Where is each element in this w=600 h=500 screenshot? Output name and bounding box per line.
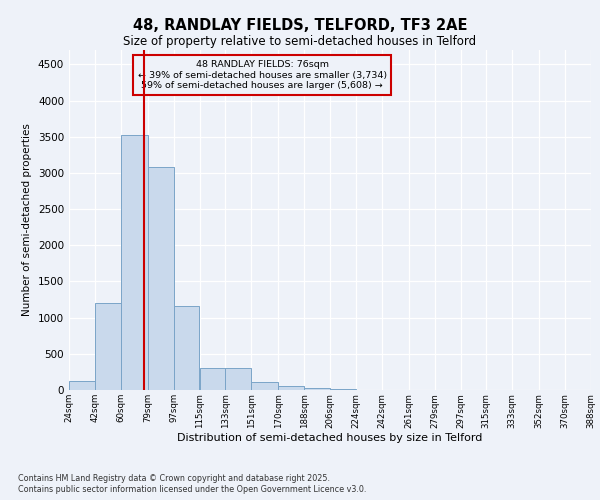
Bar <box>304 388 330 390</box>
Bar <box>199 368 226 390</box>
Bar <box>95 303 121 390</box>
Bar <box>173 306 199 390</box>
Bar <box>278 386 304 390</box>
Text: 48, RANDLAY FIELDS, TELFORD, TF3 2AE: 48, RANDLAY FIELDS, TELFORD, TF3 2AE <box>133 18 467 32</box>
Bar <box>226 368 251 390</box>
Bar <box>121 134 148 390</box>
Text: Contains HM Land Registry data © Crown copyright and database right 2025.
Contai: Contains HM Land Registry data © Crown c… <box>18 474 367 494</box>
X-axis label: Distribution of semi-detached houses by size in Telford: Distribution of semi-detached houses by … <box>178 433 482 443</box>
Y-axis label: Number of semi-detached properties: Number of semi-detached properties <box>22 124 32 316</box>
Bar <box>148 167 173 390</box>
Bar <box>251 382 278 390</box>
Text: Size of property relative to semi-detached houses in Telford: Size of property relative to semi-detach… <box>124 35 476 48</box>
Bar <box>330 389 356 390</box>
Bar <box>69 382 95 390</box>
Text: 48 RANDLAY FIELDS: 76sqm
← 39% of semi-detached houses are smaller (3,734)
59% o: 48 RANDLAY FIELDS: 76sqm ← 39% of semi-d… <box>137 60 387 90</box>
